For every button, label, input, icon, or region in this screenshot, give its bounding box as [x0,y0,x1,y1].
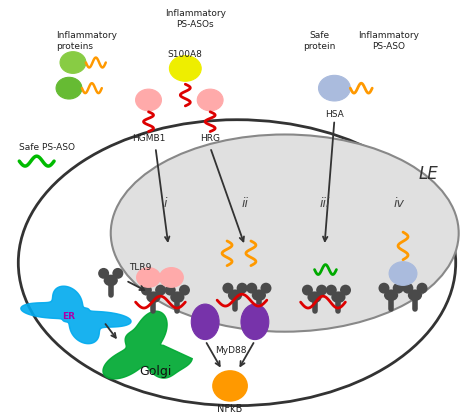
Polygon shape [21,286,131,344]
Text: Inflammatory
PS-ASO: Inflammatory PS-ASO [359,31,419,51]
Text: ER: ER [63,312,75,322]
Ellipse shape [417,283,428,294]
Ellipse shape [326,285,337,296]
Ellipse shape [98,268,109,279]
Text: Inflammatory
proteins: Inflammatory proteins [56,31,117,51]
Text: LE: LE [419,165,439,183]
Ellipse shape [228,289,242,301]
Ellipse shape [169,55,201,81]
Ellipse shape [137,268,161,287]
Text: HGMB1: HGMB1 [132,135,165,143]
Ellipse shape [136,89,162,111]
Ellipse shape [389,262,417,285]
Text: S100A8: S100A8 [168,50,203,58]
Polygon shape [103,311,192,379]
Ellipse shape [308,291,322,303]
Ellipse shape [170,291,184,303]
Text: HSA: HSA [325,110,344,119]
Ellipse shape [56,77,82,99]
Text: HRG: HRG [200,135,220,143]
Ellipse shape [165,285,176,296]
Ellipse shape [252,289,266,301]
Text: TLR9: TLR9 [128,263,151,272]
Ellipse shape [302,285,313,296]
Text: ii: ii [241,197,248,210]
Ellipse shape [319,75,350,101]
Ellipse shape [112,268,123,279]
Text: Inflammatory
PS-ASOs: Inflammatory PS-ASOs [165,9,226,29]
Ellipse shape [241,304,269,339]
Text: Safe PS-ASO: Safe PS-ASO [19,143,75,152]
Ellipse shape [408,289,422,301]
Ellipse shape [104,275,118,286]
Ellipse shape [197,89,223,111]
Ellipse shape [159,268,183,287]
Ellipse shape [111,135,459,332]
Ellipse shape [155,285,166,296]
Ellipse shape [331,291,346,303]
Ellipse shape [222,283,233,294]
Text: MyD88: MyD88 [215,347,246,355]
Ellipse shape [340,285,351,296]
Ellipse shape [60,52,86,73]
Ellipse shape [246,283,257,294]
Text: iii: iii [319,197,330,210]
Text: iv: iv [393,197,404,210]
Ellipse shape [261,283,272,294]
Ellipse shape [316,285,327,296]
Ellipse shape [392,283,404,294]
Ellipse shape [212,370,248,402]
Text: Safe
protein: Safe protein [303,31,336,51]
Text: i: i [164,197,167,210]
Ellipse shape [384,289,398,301]
Ellipse shape [402,283,413,294]
Ellipse shape [237,283,247,294]
Ellipse shape [179,285,190,296]
Ellipse shape [379,283,390,294]
Text: Golgi: Golgi [139,364,172,378]
Ellipse shape [141,285,152,296]
Ellipse shape [191,304,219,339]
Text: NFkB: NFkB [218,404,243,414]
Ellipse shape [18,120,456,406]
Ellipse shape [146,291,161,303]
